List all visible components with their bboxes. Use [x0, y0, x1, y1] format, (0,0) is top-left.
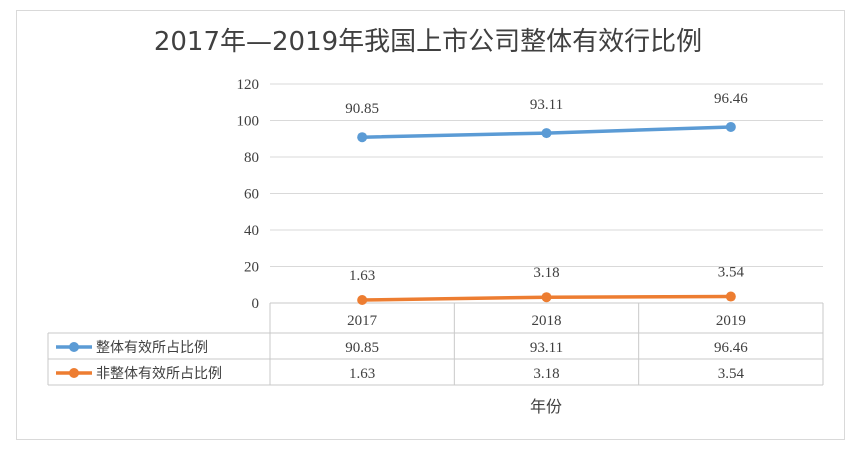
data-point [541, 292, 552, 303]
table-cell-value: 93.11 [530, 340, 563, 356]
data-point [357, 295, 368, 306]
y-tick-label: 80 [244, 150, 259, 166]
table-cell-value: 3.18 [533, 366, 559, 382]
table-cell-value: 3.54 [718, 366, 745, 382]
legend-label: 整体有效所占比例 [96, 340, 208, 356]
y-tick-label: 100 [237, 114, 260, 130]
y-tick-label: 40 [244, 223, 259, 239]
data-point [725, 121, 736, 132]
table-cell-value: 96.46 [714, 340, 748, 356]
table-cell-value: 1.63 [349, 366, 375, 382]
data-label: 96.46 [714, 91, 748, 107]
legend-key-marker [69, 342, 79, 352]
chart-title: 2017年—2019年我国上市公司整体有效行比例 [154, 27, 702, 57]
data-label: 90.85 [345, 101, 379, 117]
data-label: 3.54 [718, 265, 745, 281]
table-cell-value: 90.85 [345, 340, 379, 356]
data-label: 3.18 [533, 265, 559, 281]
x-axis-title: 年份 [530, 397, 562, 416]
x-tick-label: 2018 [532, 313, 562, 329]
x-tick-label: 2017 [347, 313, 378, 329]
y-tick-label: 120 [237, 77, 260, 93]
legend-key-marker [69, 368, 79, 378]
x-tick-label: 2019 [716, 313, 746, 329]
data-point [541, 128, 552, 139]
legend-label: 非整体有效所占比例 [96, 366, 222, 382]
chart-frame [16, 10, 845, 440]
data-point [725, 291, 736, 302]
y-tick-label: 0 [252, 296, 260, 312]
data-point [357, 132, 368, 143]
data-label: 1.63 [349, 268, 375, 284]
y-tick-label: 20 [244, 260, 259, 276]
data-label: 93.11 [530, 97, 563, 113]
y-tick-label: 60 [244, 187, 259, 203]
